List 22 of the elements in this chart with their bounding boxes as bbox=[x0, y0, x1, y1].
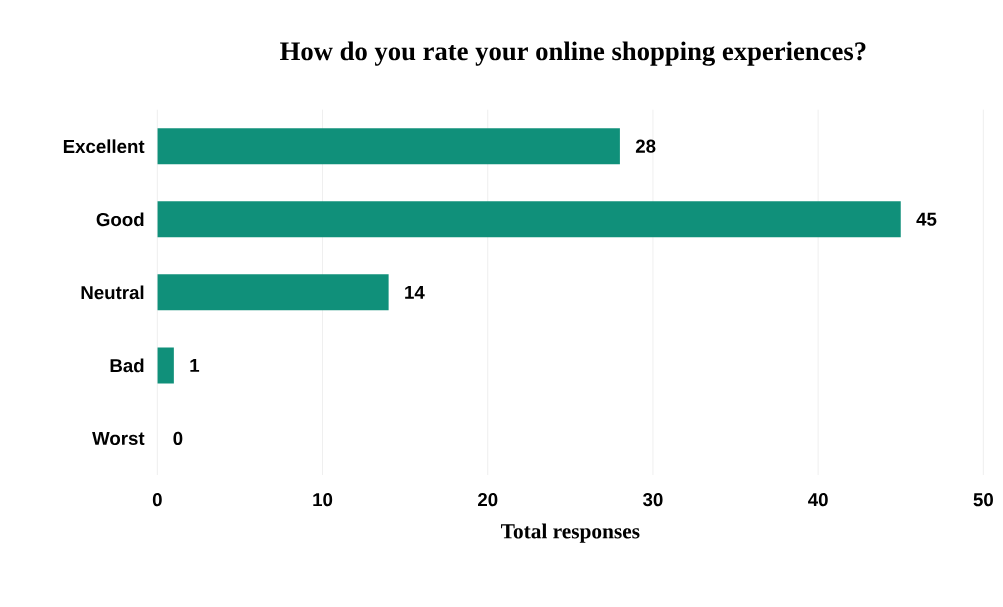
y-tick-label: Excellent bbox=[63, 139, 145, 154]
y-tick-label: Worst bbox=[92, 431, 145, 445]
x-tick-label: 20 bbox=[478, 493, 498, 507]
data-label: 1 bbox=[190, 358, 200, 372]
bar bbox=[157, 347, 174, 384]
data-label: 14 bbox=[405, 285, 425, 299]
data-label: 45 bbox=[916, 212, 937, 226]
x-tick-label: 0 bbox=[152, 493, 162, 507]
y-tick-label: Good bbox=[96, 212, 144, 227]
x-axis-title: Total responses bbox=[501, 523, 640, 543]
x-tick-label: 40 bbox=[808, 493, 828, 507]
x-tick-label: 50 bbox=[973, 493, 993, 507]
y-tick-label: Neutral bbox=[81, 285, 144, 300]
bar bbox=[157, 128, 620, 165]
chart-title: How do you rate your online shopping experiences? bbox=[280, 41, 866, 66]
x-tick-label: 30 bbox=[642, 493, 663, 507]
y-tick-label: Bad bbox=[110, 358, 144, 373]
bar bbox=[157, 274, 389, 311]
data-label: 0 bbox=[173, 431, 183, 446]
bar bbox=[157, 201, 901, 238]
x-tick-label: 10 bbox=[313, 493, 333, 507]
data-label: 28 bbox=[635, 139, 656, 153]
